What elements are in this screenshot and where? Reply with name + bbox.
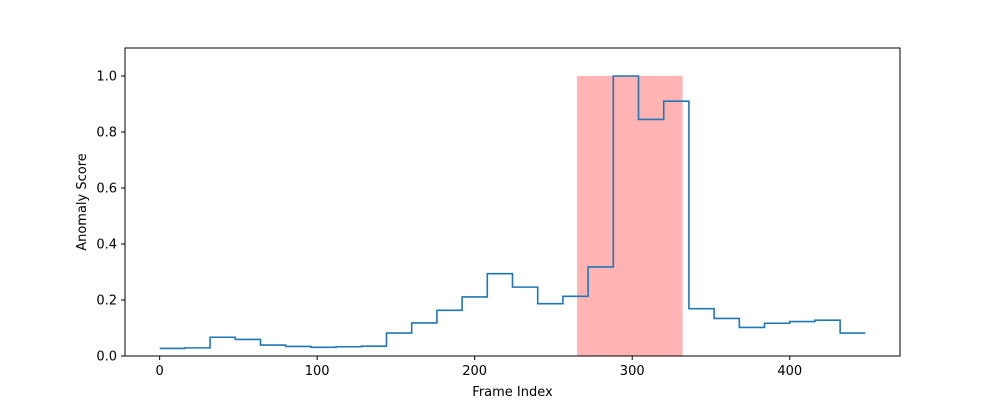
y-tick-label: 1.0 (96, 70, 117, 85)
y-tick-label: 0.4 (96, 238, 117, 253)
y-tick-label: 0.8 (96, 126, 117, 141)
plot-frame (124, 47, 901, 357)
y-axis-label: Anomaly Score (75, 153, 90, 251)
x-tick-label: 300 (620, 364, 645, 379)
anomaly-score-line (159, 75, 866, 350)
y-tick-label: 0.0 (96, 350, 117, 365)
y-tick-label: 0.6 (96, 182, 117, 197)
x-tick-label: 200 (462, 364, 487, 379)
y-tick-label: 0.2 (96, 294, 117, 309)
x-tick-label: 100 (305, 364, 330, 379)
x-tick-label: 0 (156, 364, 164, 379)
x-tick-label: 400 (777, 364, 802, 379)
anomaly-highlight-region (577, 76, 683, 356)
x-axis-label: Frame Index (472, 385, 553, 400)
